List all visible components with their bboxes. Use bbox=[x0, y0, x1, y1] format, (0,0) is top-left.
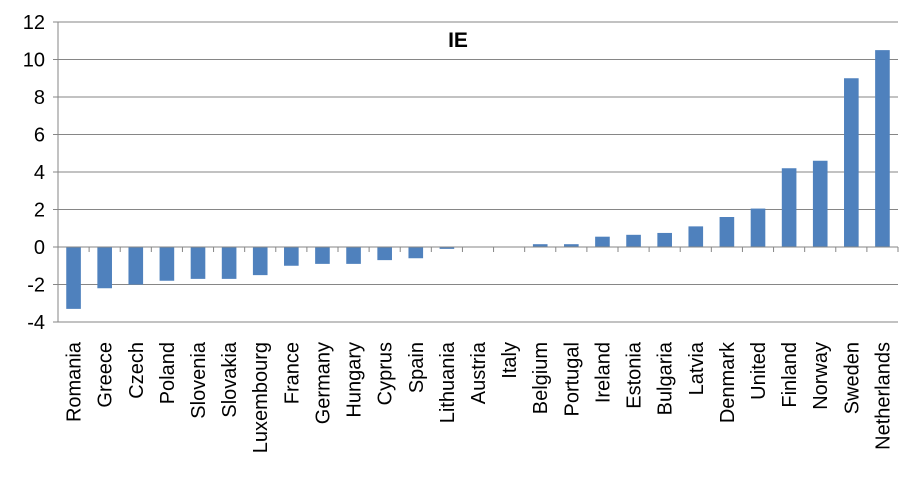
category-label: Czech bbox=[126, 342, 148, 399]
bars bbox=[66, 50, 890, 309]
bar-luxembourg bbox=[252, 247, 268, 276]
bar-greece bbox=[97, 247, 112, 289]
y-tick-label: 12 bbox=[23, 12, 45, 34]
category-label: Romania bbox=[64, 341, 86, 422]
category-label: Denmark bbox=[717, 341, 739, 423]
category-label: Belgium bbox=[530, 342, 552, 414]
category-label: France bbox=[281, 342, 303, 404]
bar-sweden bbox=[844, 78, 859, 247]
bar-netherlands bbox=[875, 50, 890, 247]
category-label: Norway bbox=[810, 342, 832, 410]
y-tick-label: 10 bbox=[23, 50, 45, 72]
bar-denmark bbox=[719, 217, 735, 247]
gridlines bbox=[58, 21, 898, 323]
category-label: Slovenia bbox=[188, 341, 210, 419]
bar-belgium bbox=[532, 244, 548, 247]
category-label: Italy bbox=[499, 342, 521, 379]
chart-title: IE bbox=[448, 29, 468, 52]
y-tick-label: 8 bbox=[34, 87, 45, 109]
bar-spain bbox=[408, 247, 424, 259]
bar-poland bbox=[159, 247, 175, 281]
bar-hungary bbox=[346, 247, 361, 264]
category-label: Luxembourg bbox=[250, 342, 272, 453]
bar-slovenia bbox=[190, 247, 206, 279]
category-label: Portugal bbox=[561, 342, 583, 417]
category-label: Poland bbox=[157, 342, 179, 404]
bar-romania bbox=[66, 247, 81, 309]
category-label: Slovakia bbox=[219, 341, 241, 417]
category-label: Germany bbox=[312, 342, 334, 424]
bar-czech bbox=[128, 247, 144, 285]
category-label: Cyprus bbox=[375, 342, 397, 405]
bar-portugal bbox=[564, 244, 579, 247]
category-label: Finland bbox=[779, 342, 801, 408]
category-label: Spain bbox=[406, 342, 428, 393]
y-tick-label: 2 bbox=[34, 200, 45, 222]
category-label: Ireland bbox=[592, 342, 614, 403]
bar-france bbox=[284, 247, 299, 266]
bar-cyprus bbox=[377, 247, 392, 261]
bar-bulgaria bbox=[657, 232, 672, 247]
category-labels: Romania Greece Czech Poland Slovenia Slovakia… bbox=[64, 341, 895, 453]
category-label: Latvia bbox=[686, 341, 708, 395]
axes bbox=[53, 21, 899, 323]
bar-latvia bbox=[688, 226, 704, 247]
y-tick-label: -2 bbox=[27, 275, 45, 297]
category-label: Greece bbox=[95, 342, 117, 408]
category-label: Lithuania bbox=[437, 341, 459, 423]
bar-finland bbox=[781, 168, 797, 247]
y-tick-label: 4 bbox=[34, 162, 45, 184]
bar-germany bbox=[315, 247, 330, 264]
category-label: Austria bbox=[468, 341, 490, 404]
category-label: Estonia bbox=[624, 341, 646, 409]
bar-slovakia bbox=[221, 247, 237, 279]
bar-lithuania bbox=[439, 247, 455, 249]
y-tick-label: 0 bbox=[34, 237, 45, 259]
category-label: Netherlands bbox=[872, 342, 894, 450]
bar-norway bbox=[812, 160, 828, 247]
y-tick-label: 6 bbox=[34, 125, 45, 147]
category-label: Hungary bbox=[344, 342, 366, 418]
bar-united bbox=[750, 208, 766, 247]
category-label: Sweden bbox=[841, 342, 863, 414]
y-tick-labels: -4 -2 0 2 4 6 8 10 12 bbox=[23, 12, 45, 334]
y-tick-label: -4 bbox=[27, 312, 45, 334]
bar-ireland bbox=[595, 236, 610, 247]
category-label: Bulgaria bbox=[655, 341, 677, 415]
bar-estonia bbox=[626, 234, 641, 247]
category-label: United bbox=[748, 342, 770, 400]
